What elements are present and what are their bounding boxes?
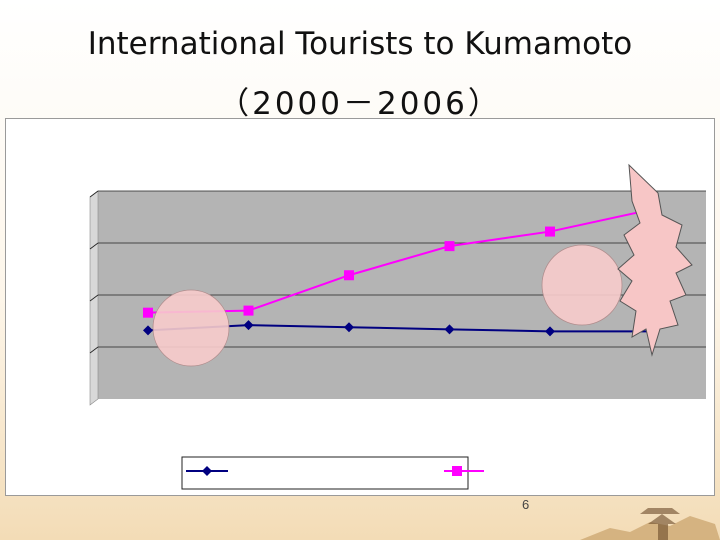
- gridline-side: [89, 346, 99, 354]
- gridline-side: [89, 294, 99, 302]
- gridline-side: [89, 190, 99, 198]
- legend-japanese-marker: [202, 466, 212, 476]
- gridline-side: [89, 242, 99, 250]
- slide-subtitle-years: （2000－2006）: [218, 86, 502, 122]
- ratio-callout-2004: [541, 244, 623, 326]
- chart-canvas: [89, 163, 706, 490]
- explosion-burst-2006: [617, 163, 693, 357]
- japanese-series-line: [147, 324, 651, 333]
- slide-title: International Tourists to Kumamoto: [87, 26, 633, 62]
- japanese-data-point: [344, 322, 354, 333]
- japanese-data-point: [143, 325, 153, 336]
- international-data-point: [143, 307, 153, 318]
- japanese-data-point: [243, 320, 254, 331]
- japanese-data-point: [545, 326, 555, 337]
- international-data-point: [344, 270, 354, 281]
- japanese-data-point: [444, 324, 455, 335]
- chart-panel: [5, 118, 715, 496]
- page-number: 6: [522, 497, 530, 512]
- legend-international-marker: [452, 466, 462, 476]
- legend-box: [181, 456, 469, 490]
- international-data-point: [444, 241, 455, 252]
- castle-decoration: [580, 508, 720, 540]
- international-data-point: [243, 305, 254, 316]
- international-data-point: [545, 226, 555, 237]
- ratio-callout-2000: [152, 289, 230, 367]
- international-series-line: [147, 208, 651, 314]
